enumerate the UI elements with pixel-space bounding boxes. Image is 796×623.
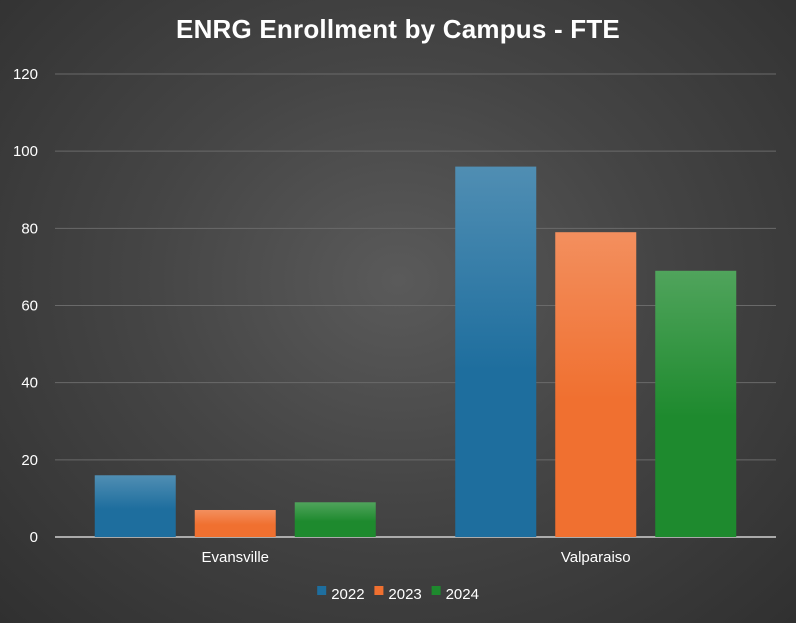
category-label: Valparaiso — [561, 549, 631, 566]
y-tick-label: 120 — [13, 66, 38, 83]
bar-valparaiso-2023 — [555, 232, 637, 538]
legend-swatch — [317, 586, 327, 595]
legend-swatch — [374, 586, 384, 595]
bar-evansville-2024 — [294, 502, 376, 537]
legend-swatch — [431, 586, 441, 595]
y-tick-label: 60 — [21, 298, 38, 315]
legend-item-2023: 2023 — [374, 586, 422, 603]
y-tick-label: 0 — [30, 529, 38, 546]
y-tick-label: 20 — [21, 452, 38, 469]
gridlines — [55, 73, 776, 461]
legend-label: 2023 — [388, 586, 421, 603]
legend-item-2022: 2022 — [317, 586, 365, 603]
legend: 2022 2023 2024 — [317, 586, 479, 603]
legend-item-2024: 2024 — [431, 586, 479, 603]
y-tick-label: 40 — [21, 375, 38, 392]
legend-label: 2022 — [331, 586, 364, 603]
x-axis: Evansville Valparaiso — [201, 549, 630, 566]
bars — [94, 166, 737, 538]
y-tick-label: 100 — [13, 143, 38, 160]
bar-valparaiso-2022 — [455, 166, 537, 537]
category-label: Evansville — [201, 549, 269, 566]
bar-evansville-2023 — [194, 509, 276, 537]
chart-title: ENRG Enrollment by Campus - FTE — [176, 14, 620, 44]
y-tick-label: 80 — [21, 220, 38, 237]
bar-evansville-2022 — [94, 475, 176, 537]
bar-valparaiso-2024 — [655, 270, 737, 537]
legend-label: 2024 — [446, 586, 479, 603]
